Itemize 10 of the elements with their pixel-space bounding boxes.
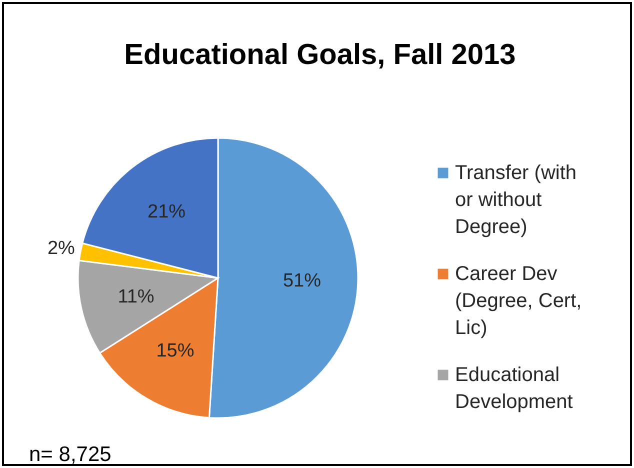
data-label: 51%: [282, 270, 322, 292]
chart-title: Educational Goals, Fall 2013: [124, 39, 516, 71]
data-label: 11%: [118, 286, 154, 308]
data-label: 2%: [47, 238, 76, 260]
text: n= 8,725: [29, 443, 112, 466]
legend-label: Educational Development: [455, 364, 574, 413]
data-label: 15%: [156, 340, 194, 362]
legend-label: Career Dev (Degree, Cert, Lic): [455, 263, 582, 339]
data-label: 21%: [148, 202, 186, 223]
legend-label: Transfer (with or without Degree): [455, 162, 577, 238]
